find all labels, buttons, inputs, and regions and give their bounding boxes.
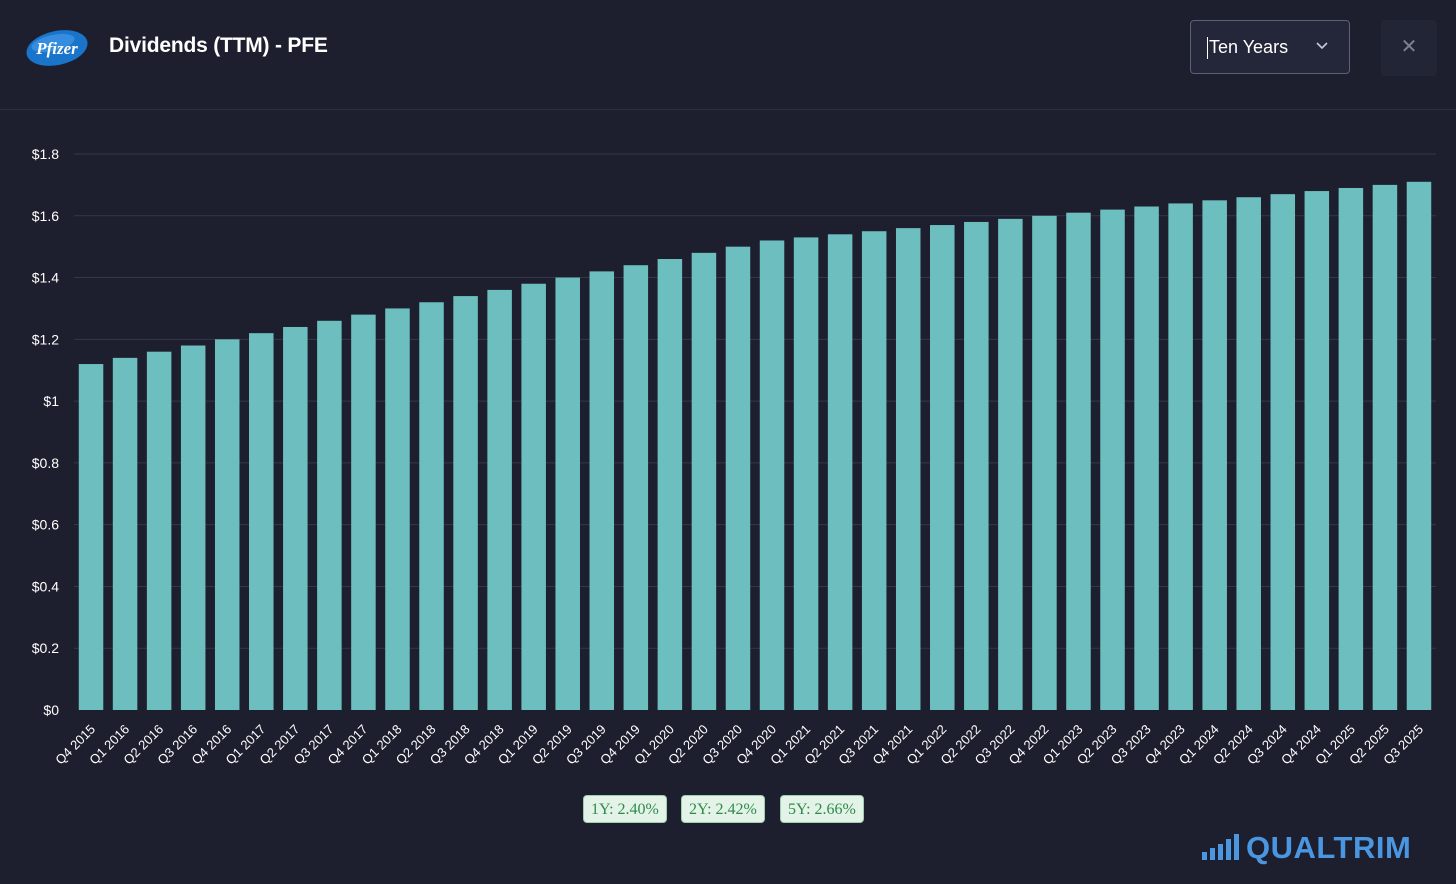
bar[interactable] <box>930 225 955 710</box>
bar[interactable] <box>1032 215 1057 710</box>
y-tick-label: $0.2 <box>32 640 59 656</box>
bar[interactable] <box>623 265 649 710</box>
bar[interactable] <box>759 240 785 710</box>
y-tick-label: $0.8 <box>32 455 59 471</box>
text-cursor <box>1207 37 1208 59</box>
bar[interactable] <box>657 259 683 710</box>
growth-badge-5y: 5Y: 2.66% <box>780 795 864 823</box>
bar[interactable] <box>691 252 717 710</box>
y-tick-label: $1.4 <box>32 270 59 286</box>
bar[interactable] <box>1270 194 1296 711</box>
y-tick-label: $1.6 <box>32 208 59 224</box>
bar[interactable] <box>1406 181 1432 711</box>
bar[interactable] <box>487 289 512 710</box>
period-select-value: Ten Years <box>1209 37 1289 57</box>
bar[interactable] <box>589 271 615 710</box>
page-title: Dividends (TTM) - PFE <box>109 34 328 57</box>
bar[interactable] <box>725 246 751 710</box>
y-tick-label: $0.6 <box>32 517 59 533</box>
pfizer-logo: Pfizer <box>26 30 88 66</box>
bar[interactable] <box>827 234 853 711</box>
y-tick-label: $0.4 <box>32 578 59 594</box>
close-button[interactable]: ✕ <box>1381 20 1437 76</box>
bar[interactable] <box>419 302 444 710</box>
bar[interactable] <box>112 357 138 710</box>
bar[interactable] <box>555 277 580 710</box>
qualtrim-brand: QUALTRIM <box>1202 830 1434 865</box>
bar[interactable] <box>1066 212 1091 710</box>
bar[interactable] <box>180 345 206 710</box>
header: Pfizer Dividends (TTM) - PFE Ten Years ✕ <box>0 0 1456 110</box>
bar[interactable] <box>1202 200 1227 710</box>
growth-badge-2y: 2Y: 2.42% <box>681 795 765 823</box>
bar[interactable] <box>453 296 478 710</box>
period-select[interactable]: Ten Years <box>1190 20 1350 74</box>
bar[interactable] <box>249 333 274 710</box>
bar[interactable] <box>861 231 887 710</box>
bar[interactable] <box>1304 191 1330 711</box>
bar[interactable] <box>78 364 104 710</box>
y-tick-label: $1.8 <box>32 146 59 162</box>
chevron-down-icon <box>1316 42 1328 50</box>
bar[interactable] <box>895 228 921 710</box>
y-tick-label: $1 <box>43 393 59 409</box>
y-tick-label: $0 <box>43 702 59 718</box>
bar[interactable] <box>998 218 1023 710</box>
bar[interactable] <box>385 308 410 710</box>
bar[interactable] <box>1100 209 1125 710</box>
bar[interactable] <box>1168 203 1193 710</box>
bar[interactable] <box>1236 197 1261 710</box>
close-icon: ✕ <box>1400 36 1418 58</box>
bar[interactable] <box>317 320 342 710</box>
bar[interactable] <box>1372 184 1398 710</box>
y-tick-label: $1.2 <box>32 331 59 347</box>
logo-text: Pfizer <box>35 39 78 58</box>
bar[interactable] <box>793 237 819 710</box>
growth-badge-1y: 1Y: 2.40% <box>583 795 667 823</box>
dividends-bar-chart: $0$0.2$0.4$0.6$0.8$1$1.2$1.4$1.6$1.8Q4 2… <box>32 146 1436 767</box>
bar[interactable] <box>283 326 308 710</box>
signal-bars-icon <box>1202 834 1239 860</box>
brand-name: QUALTRIM <box>1246 830 1412 865</box>
bar[interactable] <box>1338 187 1364 710</box>
bar[interactable] <box>214 339 240 710</box>
bar[interactable] <box>351 314 376 710</box>
bar[interactable] <box>521 283 546 710</box>
bar[interactable] <box>146 351 172 710</box>
bar[interactable] <box>1134 206 1159 710</box>
bar[interactable] <box>964 221 989 710</box>
